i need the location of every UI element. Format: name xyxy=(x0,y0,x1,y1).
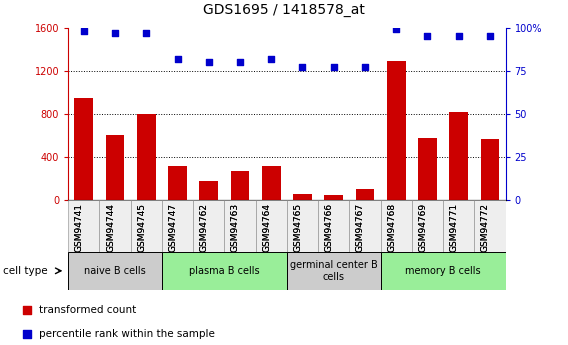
Text: GSM94767: GSM94767 xyxy=(356,203,365,252)
Bar xyxy=(293,194,312,200)
Text: GSM94744: GSM94744 xyxy=(106,203,115,252)
Point xyxy=(423,33,432,39)
Bar xyxy=(74,98,93,200)
Text: GSM94744: GSM94744 xyxy=(106,203,115,252)
Bar xyxy=(262,166,281,200)
Point xyxy=(110,30,119,36)
Text: GSM94764: GSM94764 xyxy=(262,203,272,252)
Text: plasma B cells: plasma B cells xyxy=(189,266,260,276)
Bar xyxy=(137,114,156,200)
Bar xyxy=(68,200,99,252)
Text: germinal center B
cells: germinal center B cells xyxy=(290,260,378,282)
Point xyxy=(298,65,307,70)
Bar xyxy=(318,200,349,252)
Bar xyxy=(99,200,131,252)
Text: GSM94771: GSM94771 xyxy=(450,203,459,252)
Text: GSM94745: GSM94745 xyxy=(137,203,147,252)
Bar xyxy=(256,200,287,252)
Point xyxy=(204,59,214,65)
Bar xyxy=(287,200,318,252)
Bar xyxy=(449,112,468,200)
Text: GSM94747: GSM94747 xyxy=(169,203,177,252)
Text: GSM94765: GSM94765 xyxy=(294,203,302,252)
Text: naive B cells: naive B cells xyxy=(84,266,146,276)
Text: GSM94766: GSM94766 xyxy=(325,203,334,252)
Text: GSM94771: GSM94771 xyxy=(450,203,459,252)
Bar xyxy=(193,200,224,252)
Bar xyxy=(287,252,381,290)
Bar xyxy=(412,200,443,252)
Bar xyxy=(443,200,474,252)
Text: GSM94769: GSM94769 xyxy=(419,203,427,252)
Bar xyxy=(162,252,287,290)
Bar xyxy=(324,195,343,200)
Text: GDS1695 / 1418578_at: GDS1695 / 1418578_at xyxy=(203,3,365,18)
Point xyxy=(391,27,400,32)
Text: GSM94741: GSM94741 xyxy=(75,203,84,252)
Bar xyxy=(231,171,249,200)
Text: GSM94762: GSM94762 xyxy=(200,203,209,252)
Text: GSM94769: GSM94769 xyxy=(419,203,427,252)
Bar xyxy=(381,252,506,290)
Bar xyxy=(168,166,187,200)
Text: GSM94767: GSM94767 xyxy=(356,203,365,252)
Text: GSM94763: GSM94763 xyxy=(231,203,240,252)
Text: GSM94764: GSM94764 xyxy=(262,203,272,252)
Point xyxy=(173,56,182,61)
Text: GSM94747: GSM94747 xyxy=(169,203,177,252)
Bar xyxy=(474,200,506,252)
Text: GSM94745: GSM94745 xyxy=(137,203,147,252)
Text: transformed count: transformed count xyxy=(39,305,136,315)
Bar xyxy=(349,200,381,252)
Point xyxy=(79,28,89,34)
Text: GSM94768: GSM94768 xyxy=(387,203,396,252)
Point xyxy=(267,56,276,61)
Text: GSM94762: GSM94762 xyxy=(200,203,209,252)
Bar xyxy=(162,200,193,252)
Text: percentile rank within the sample: percentile rank within the sample xyxy=(39,329,215,339)
Bar xyxy=(199,181,218,200)
Point xyxy=(454,33,463,39)
Text: GSM94766: GSM94766 xyxy=(325,203,334,252)
Text: GSM94772: GSM94772 xyxy=(481,203,490,252)
Point xyxy=(142,30,151,36)
Point xyxy=(485,33,494,39)
Text: GSM94741: GSM94741 xyxy=(75,203,84,252)
Bar xyxy=(224,200,256,252)
Text: GSM94768: GSM94768 xyxy=(387,203,396,252)
Text: GSM94765: GSM94765 xyxy=(294,203,302,252)
Point xyxy=(22,307,31,313)
Bar xyxy=(131,200,162,252)
Text: cell type: cell type xyxy=(3,266,48,276)
Bar xyxy=(106,136,124,200)
Point xyxy=(22,332,31,337)
Text: GSM94772: GSM94772 xyxy=(481,203,490,252)
Bar xyxy=(381,200,412,252)
Point xyxy=(360,65,369,70)
Bar xyxy=(418,138,437,200)
Point xyxy=(235,59,244,65)
Bar xyxy=(481,139,499,200)
Text: GSM94763: GSM94763 xyxy=(231,203,240,252)
Text: memory B cells: memory B cells xyxy=(405,266,481,276)
Bar xyxy=(356,189,374,200)
Bar xyxy=(387,61,406,200)
Bar xyxy=(68,252,162,290)
Point xyxy=(329,65,339,70)
